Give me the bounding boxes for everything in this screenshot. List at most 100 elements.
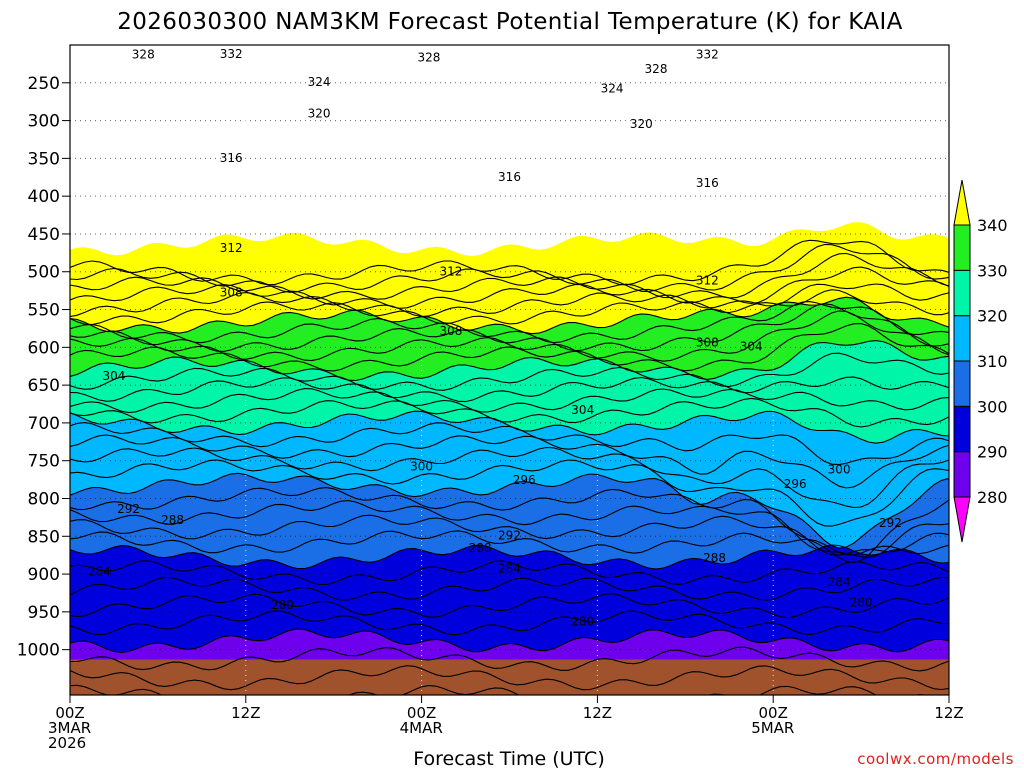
isentrope-line xyxy=(70,296,949,335)
contour-label: 324 xyxy=(601,82,624,96)
contour-label: 312 xyxy=(696,274,719,288)
isentrope-line xyxy=(70,376,949,403)
x-tick-label: 12Z xyxy=(231,704,260,722)
contour-label: 296 xyxy=(513,473,536,487)
isentrope-line xyxy=(70,576,949,601)
y-tick-label: 650 xyxy=(28,376,60,396)
y-tick-label: 950 xyxy=(28,603,60,623)
y-tick-label: 400 xyxy=(28,187,60,207)
fill-band xyxy=(70,222,949,334)
plot-area: 280 280 280 284 284 284 288 288 288 292 292 292 296 2… xyxy=(70,45,949,729)
contour-label: 316 xyxy=(498,170,521,184)
contour-label: 296 xyxy=(784,477,807,491)
contour-label: 308 xyxy=(696,336,719,350)
ground-layer xyxy=(70,659,949,695)
contour-label: 312 xyxy=(220,241,243,255)
isentrope-line xyxy=(70,487,949,564)
x-tick-label: 00Z xyxy=(55,704,84,722)
isentrope-line xyxy=(70,289,949,326)
contour-label: 304 xyxy=(571,403,594,417)
isentrope-line xyxy=(70,706,949,729)
y-tick-label: 800 xyxy=(28,489,60,509)
colorbar-segment xyxy=(953,269,971,317)
contour-label: 332 xyxy=(696,48,719,62)
isentrope-line xyxy=(70,283,949,318)
isentrope-line xyxy=(70,352,949,391)
y-tick-label: 550 xyxy=(28,301,60,321)
colorbar-segment xyxy=(953,360,971,407)
isentrope-line xyxy=(70,628,949,654)
x-tick-label: 00Z xyxy=(407,704,436,722)
contour-label: 304 xyxy=(102,369,125,383)
contour-label: 308 xyxy=(220,286,243,300)
x-axis-title: Forecast Time (UTC) xyxy=(413,748,604,768)
colorbar-segment xyxy=(953,315,971,362)
y-axis: 250 300 350 400 450 500 550 600 650 700 750 800 850 9… xyxy=(17,74,70,661)
contour-label: 308 xyxy=(439,324,462,338)
contour-label: 304 xyxy=(740,339,763,353)
contour-label: 300 xyxy=(828,463,851,477)
contour-label: 300 xyxy=(410,459,433,473)
contour-label: 328 xyxy=(132,48,155,62)
isentrope-line xyxy=(70,434,949,489)
isentrope-line xyxy=(70,310,949,362)
colorbar-max-arrow xyxy=(953,179,971,226)
isentrope-lines xyxy=(70,239,949,729)
colorbar: 280 290 300 310 320 330 340 xyxy=(953,179,1008,543)
y-tick-label: 1000 xyxy=(17,641,60,661)
contour-label: 292 xyxy=(117,502,140,516)
contour-label: 284 xyxy=(88,565,111,579)
isentrope-line xyxy=(70,593,949,619)
y-tick-label: 300 xyxy=(28,112,60,132)
isentrope-line xyxy=(70,446,949,509)
y-tick-label: 450 xyxy=(28,225,60,245)
colorbar-label: 330 xyxy=(977,261,1008,280)
colorbar-segment xyxy=(953,405,971,453)
x-tick-label: 4MAR xyxy=(400,719,443,737)
y-tick-label: 500 xyxy=(28,263,60,283)
isentrope-line xyxy=(70,410,949,444)
isentrope-line xyxy=(70,500,949,558)
contour-label: 284 xyxy=(828,575,851,589)
chart-title: 2026030300 NAM3KM Forecast Potential Tem… xyxy=(117,9,903,35)
contour-label: 280 xyxy=(850,596,873,610)
contour-label: 288 xyxy=(469,541,492,555)
isentrope-line xyxy=(70,340,949,382)
credit-text: coolwx.com/models xyxy=(857,750,1014,768)
colorbar-segment xyxy=(953,451,971,498)
contour-label: 280 xyxy=(271,598,294,612)
contour-label: 288 xyxy=(161,513,184,527)
isentrope-line xyxy=(70,252,949,300)
isentrope-line xyxy=(70,544,949,570)
contour-label: 332 xyxy=(220,47,243,61)
colorbar-label: 320 xyxy=(977,307,1008,326)
x-tick-label: 5MAR xyxy=(751,719,794,737)
y-tick-label: 750 xyxy=(28,452,60,472)
x-tick-label: 3MAR xyxy=(48,719,91,737)
isentrope-line xyxy=(70,530,949,556)
y-tick-label: 350 xyxy=(28,149,60,169)
x-tick-label: 12Z xyxy=(934,704,963,722)
isentrope-line xyxy=(70,646,949,672)
colorbar-label: 300 xyxy=(977,397,1008,416)
isentrope-line xyxy=(70,323,949,372)
x-tick-label: 00Z xyxy=(759,704,788,722)
contour-label: 284 xyxy=(498,562,521,576)
contour-label: 280 xyxy=(571,614,594,628)
contour-label: 320 xyxy=(630,117,653,131)
contour-label: 316 xyxy=(696,176,719,190)
colorbar-label: 290 xyxy=(977,443,1008,462)
fill-band xyxy=(70,411,949,549)
plot-frame xyxy=(69,44,950,696)
x-tick-label: 12Z xyxy=(583,704,612,722)
y-tick-label: 900 xyxy=(28,565,60,585)
isentrope-line xyxy=(70,560,949,586)
colorbar-segment xyxy=(953,224,971,271)
isentrope-line xyxy=(70,301,949,344)
y-tick-label: 700 xyxy=(28,414,60,434)
contour-label: 320 xyxy=(308,107,331,121)
contour-label: 328 xyxy=(417,51,440,65)
y-tick-label: 250 xyxy=(28,74,60,94)
